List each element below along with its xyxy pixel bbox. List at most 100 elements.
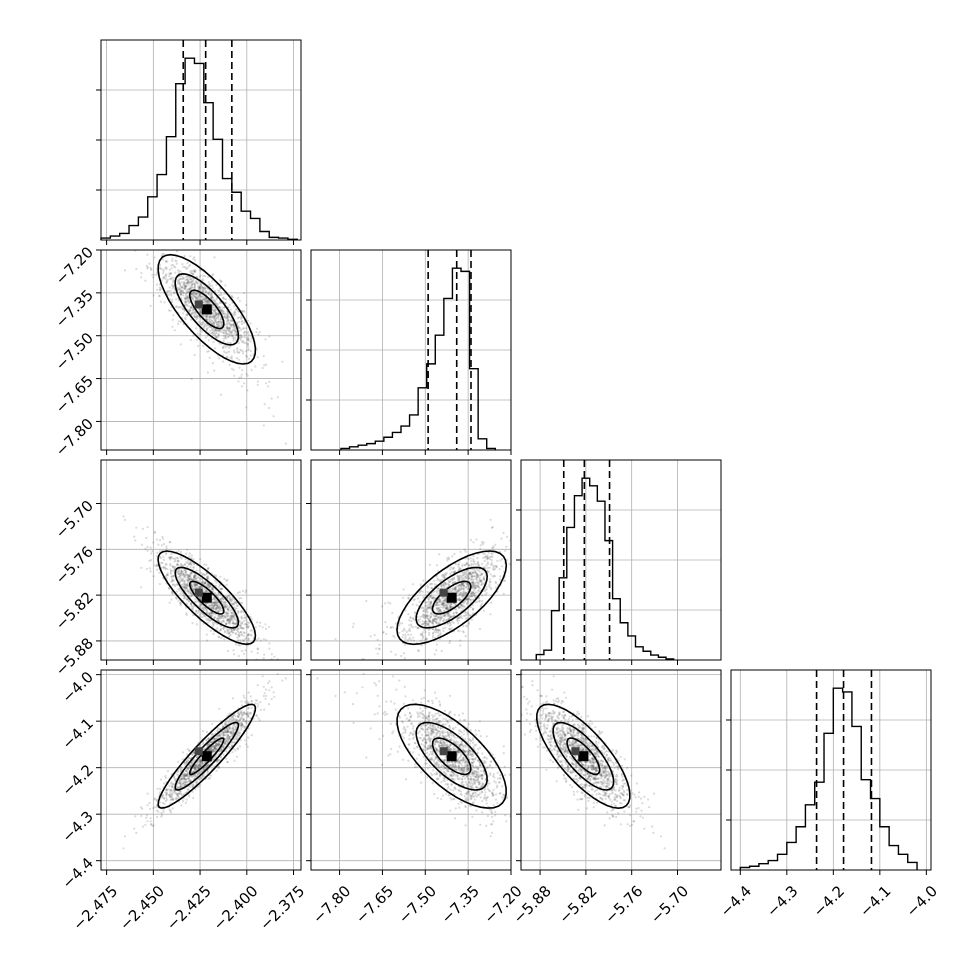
sample-point xyxy=(206,577,209,580)
sample-point xyxy=(216,601,219,604)
sample-point xyxy=(238,326,241,330)
sample-point xyxy=(188,287,191,290)
sample-point xyxy=(227,726,230,729)
sample-point xyxy=(453,576,456,580)
sample-point xyxy=(230,599,233,602)
sample-point xyxy=(458,574,461,577)
sample-point xyxy=(475,576,478,579)
sample-point xyxy=(226,615,230,618)
sample-point xyxy=(463,592,466,596)
sample-point xyxy=(195,583,198,586)
sample-point xyxy=(211,316,214,319)
sample-point xyxy=(222,332,225,335)
sample-point xyxy=(164,562,167,566)
sample-point xyxy=(466,598,469,601)
sample-point xyxy=(255,621,259,624)
sample-point xyxy=(177,549,180,552)
sample-point xyxy=(385,632,388,636)
sample-point xyxy=(214,574,218,577)
sample-point xyxy=(197,772,201,775)
sample-point xyxy=(226,319,229,322)
sample-point xyxy=(243,330,246,333)
sample-point xyxy=(472,585,475,588)
sample-point xyxy=(439,580,442,583)
sample-point xyxy=(398,662,400,664)
sample-point xyxy=(244,591,247,594)
sample-point xyxy=(205,324,208,328)
sample-point xyxy=(210,746,213,749)
sample-point xyxy=(180,782,183,786)
sample-point xyxy=(218,614,221,617)
sample-point xyxy=(456,598,459,601)
sample-point xyxy=(446,607,449,610)
sample-point xyxy=(189,288,192,291)
sample-point xyxy=(400,654,403,658)
sample-point xyxy=(376,638,379,641)
sample-point xyxy=(220,599,223,603)
sample-point xyxy=(192,784,195,787)
sample-point xyxy=(252,353,255,356)
sample-point xyxy=(465,572,468,575)
sample-point xyxy=(175,590,178,593)
sample-point xyxy=(476,561,480,565)
sample-point xyxy=(165,279,169,282)
sample-point xyxy=(220,587,223,590)
sample-point xyxy=(190,318,193,321)
sample-point xyxy=(254,626,257,629)
sample-point xyxy=(214,307,217,310)
sample-point xyxy=(423,638,427,642)
sample-point xyxy=(162,268,165,271)
sample-point xyxy=(438,629,441,632)
sample-point xyxy=(206,567,210,570)
sample-point xyxy=(196,282,199,285)
sample-point xyxy=(236,591,239,595)
sample-point xyxy=(191,282,194,285)
sample-point xyxy=(438,616,441,619)
sample-point xyxy=(468,598,471,601)
sample-point xyxy=(440,617,443,620)
sample-point xyxy=(162,555,165,558)
sample-point xyxy=(386,625,389,629)
sample-point xyxy=(240,713,243,716)
sample-point xyxy=(464,577,467,580)
sample-point xyxy=(436,600,439,603)
sample-point xyxy=(209,294,212,297)
sample-point xyxy=(270,697,273,701)
sample-point xyxy=(240,634,243,637)
sample-point xyxy=(439,614,442,617)
sample-point xyxy=(505,545,508,549)
sample-point xyxy=(459,604,463,607)
sample-point xyxy=(227,632,230,635)
sample-point xyxy=(207,567,210,570)
sample-point xyxy=(239,339,242,342)
sample-point xyxy=(195,569,198,572)
sample-point xyxy=(224,622,227,625)
density-peak xyxy=(201,592,212,603)
sample-point xyxy=(158,286,161,289)
sample-point xyxy=(264,623,267,626)
sample-point xyxy=(180,563,183,566)
sample-point xyxy=(442,599,445,603)
sample-point xyxy=(435,601,439,605)
sample-point xyxy=(436,618,439,621)
sample-point xyxy=(228,596,231,599)
sample-point xyxy=(445,604,448,607)
sample-point xyxy=(407,613,410,616)
sample-point xyxy=(417,649,420,653)
sample-point xyxy=(191,786,194,789)
sample-point xyxy=(223,742,226,746)
sample-point xyxy=(232,349,236,352)
sample-point xyxy=(168,275,171,278)
sample-point xyxy=(243,727,246,730)
sample-point xyxy=(169,788,173,792)
sample-point xyxy=(220,609,223,612)
sample-point xyxy=(229,342,232,345)
sample-point xyxy=(207,284,210,287)
sample-point xyxy=(201,761,204,764)
sample-point xyxy=(441,619,444,623)
sample-point xyxy=(161,794,165,797)
sample-point xyxy=(460,582,463,585)
sample-point xyxy=(475,572,479,576)
sample-point xyxy=(215,607,218,610)
sample-point xyxy=(190,761,193,764)
